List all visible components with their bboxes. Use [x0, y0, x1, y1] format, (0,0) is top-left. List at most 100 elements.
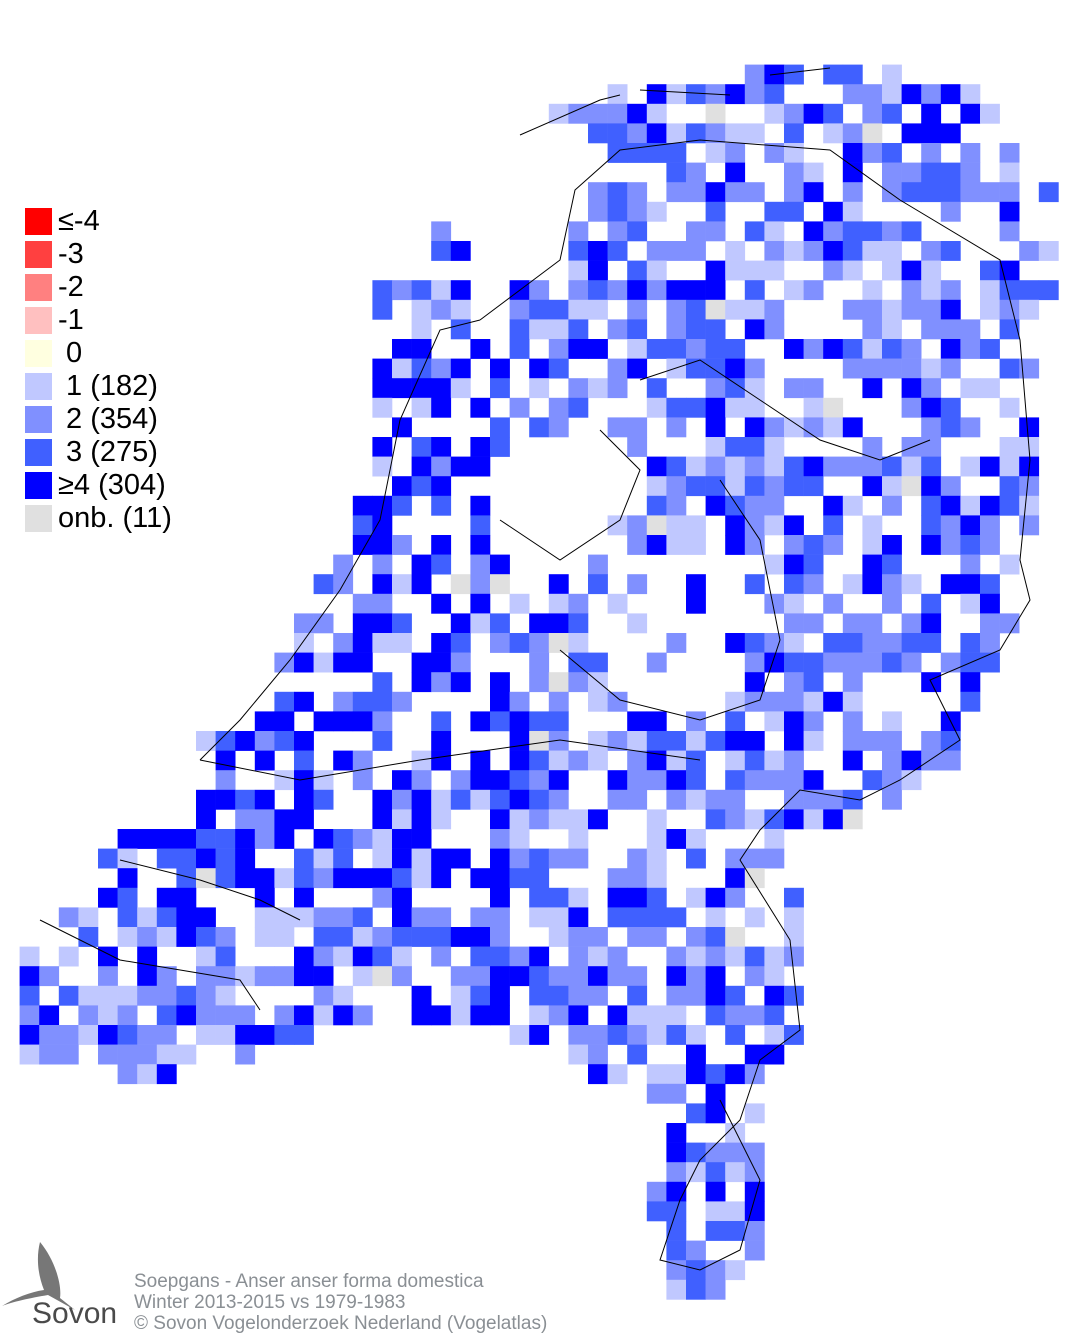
grid-cell — [764, 103, 785, 124]
grid-cell — [646, 848, 667, 869]
grid-cell — [725, 927, 746, 947]
grid-cell — [490, 1005, 510, 1026]
grid-cell — [392, 829, 412, 849]
grid-cell — [254, 731, 275, 751]
grid-cell — [882, 574, 902, 595]
caption-species: Soepgans - Anser anser forma domestica — [134, 1271, 484, 1292]
grid-cell — [666, 123, 687, 144]
grid-cell — [294, 887, 314, 908]
grid-cell — [588, 280, 608, 301]
grid-cell — [588, 123, 608, 144]
grid-cell — [254, 750, 275, 771]
grid-cell — [842, 123, 863, 144]
grid-cell — [803, 241, 824, 261]
grid-cell — [470, 574, 491, 595]
grid-cell — [568, 103, 589, 124]
grid-cell — [333, 927, 354, 947]
grid-cell — [784, 143, 804, 163]
legend-swatch — [25, 373, 52, 400]
grid-cell — [744, 84, 765, 105]
grid-cell — [235, 809, 256, 830]
grid-cell — [352, 515, 373, 536]
grid-cell — [39, 1005, 60, 1026]
grid-cell — [882, 339, 902, 359]
grid-cell — [901, 339, 922, 359]
grid-cell — [509, 397, 530, 418]
grid-cell — [784, 750, 804, 771]
grid-cell — [803, 613, 824, 634]
grid-cell — [744, 319, 765, 340]
grid-cell — [842, 691, 863, 712]
grid-cell — [196, 731, 216, 751]
grid-cell — [744, 1005, 765, 1026]
grid-cell — [490, 907, 510, 928]
grid-cell — [411, 985, 432, 1006]
grid-cell — [294, 966, 314, 987]
grid-cell — [607, 593, 628, 614]
grid-cell — [999, 397, 1020, 418]
grid-cell — [529, 868, 550, 889]
grid-cell — [725, 162, 746, 183]
grid-cell — [137, 946, 158, 967]
grid-cell — [901, 378, 922, 399]
grid-cell — [58, 985, 79, 1006]
grid-cell — [215, 868, 236, 889]
grid-cell — [646, 456, 667, 477]
grid-cell — [431, 750, 452, 771]
grid-cell — [842, 260, 863, 281]
grid-cell — [823, 260, 844, 281]
grid-cell — [450, 241, 471, 261]
grid-cell — [372, 672, 393, 693]
grid-cell — [137, 985, 158, 1006]
grid-cell — [548, 731, 569, 751]
grid-cell — [588, 378, 608, 399]
grid-cell — [666, 515, 687, 536]
grid-cell — [431, 789, 452, 810]
grid-cell — [548, 750, 569, 771]
grid-cell — [372, 946, 393, 967]
grid-cell — [431, 868, 452, 889]
legend-label: 0 — [58, 337, 83, 369]
grid-cell — [921, 319, 942, 340]
grid-cell — [529, 770, 550, 791]
grid-cell — [744, 397, 765, 418]
grid-cell — [568, 339, 589, 359]
grid-cell — [548, 339, 569, 359]
grid-cell — [529, 711, 550, 732]
grid-cell — [960, 84, 981, 105]
grid-cell — [490, 868, 510, 889]
grid-cell — [666, 829, 687, 849]
grid-cell — [372, 397, 393, 418]
grid-cell — [940, 652, 961, 673]
grid-cell — [98, 1005, 118, 1026]
grid-cell — [607, 1025, 628, 1045]
grid-cell — [372, 535, 393, 555]
grid-cell — [254, 789, 275, 810]
grid-cell — [901, 299, 922, 320]
grid-cell — [921, 162, 942, 183]
grid-cell — [960, 554, 981, 575]
grid-cell — [509, 868, 530, 889]
grid-cell — [39, 966, 60, 987]
grid-cell — [980, 103, 1000, 124]
grid-cell — [607, 770, 628, 791]
grid-cell — [764, 691, 785, 712]
grid-cell — [803, 554, 824, 575]
grid-cell — [882, 535, 902, 555]
grid-cell — [960, 574, 981, 595]
grid-cell — [666, 143, 687, 163]
grid-cell — [215, 750, 236, 771]
grid-cell — [646, 907, 667, 928]
grid-cell — [254, 809, 275, 830]
grid-cell — [666, 1083, 687, 1104]
grid-cell — [940, 515, 961, 536]
legend-item: -2 — [25, 271, 172, 304]
grid-cell — [607, 789, 628, 810]
grid-cell — [725, 241, 746, 261]
grid-cell — [156, 966, 177, 987]
grid-cell — [568, 260, 589, 281]
grid-cell — [294, 868, 314, 889]
grid-cell — [862, 731, 883, 751]
grid-cell — [627, 711, 648, 732]
grid-cell — [19, 1044, 40, 1065]
